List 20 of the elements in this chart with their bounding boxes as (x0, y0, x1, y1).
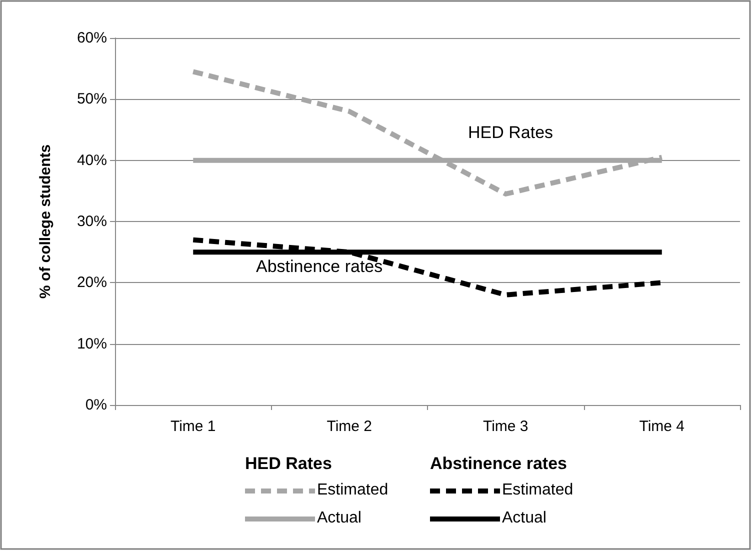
y-tick-label: 30% (76, 213, 107, 230)
annotation: Abstinence rates (256, 257, 383, 276)
text: HED Rates (245, 454, 332, 473)
y-axis-title: % of college students (37, 144, 54, 299)
y-tick-label: 50% (76, 90, 107, 108)
x-tick-label: Time 2 (326, 418, 372, 435)
x-tick-label: Time 4 (639, 418, 685, 435)
annotation: HED Rates (468, 123, 554, 142)
text: Abstinence rates (430, 454, 567, 473)
y-tick-label: 10% (76, 335, 107, 352)
legend-label: Estimated (317, 482, 388, 498)
y-tick-label: 60% (76, 30, 107, 46)
x-tick-label: Time 3 (482, 418, 528, 435)
legend-label: Actual (502, 510, 546, 526)
y-tick-label: 20% (76, 274, 107, 292)
x-tick-label: Time 1 (170, 418, 216, 435)
legend-label: Estimated (502, 482, 574, 498)
y-tick-label: 40% (76, 152, 107, 169)
legend-label: Actual (317, 510, 362, 526)
y-tick-label: 0% (85, 396, 107, 414)
